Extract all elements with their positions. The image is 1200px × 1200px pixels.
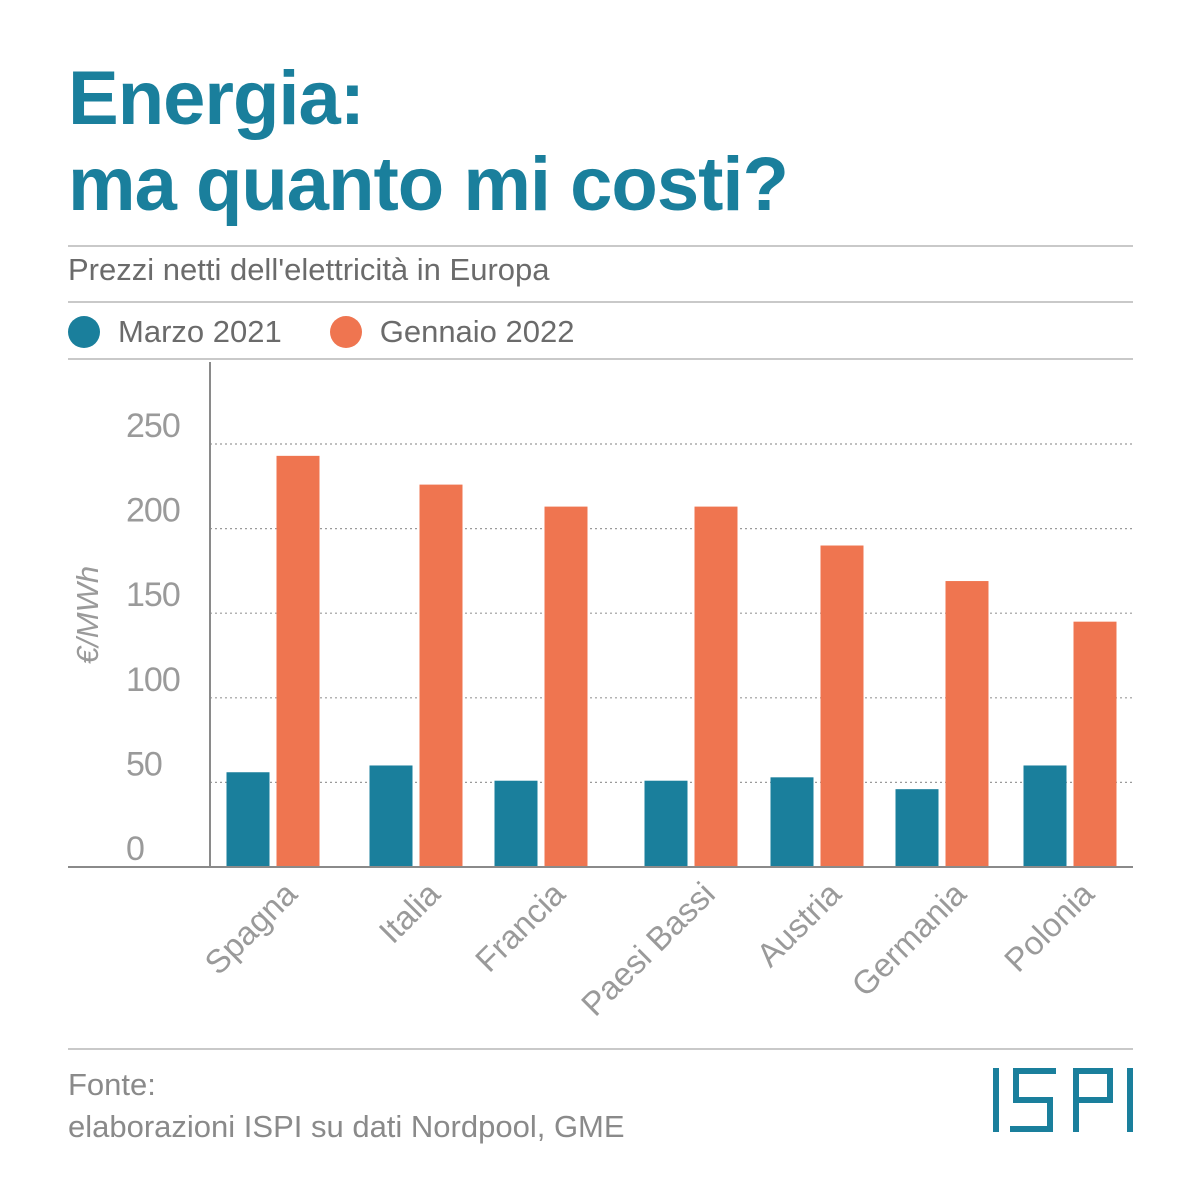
- chart-subtitle: Prezzi netti dell'elettricità in Europa: [68, 252, 550, 287]
- bar-spagna-gennaio-2022: [276, 455, 320, 867]
- legend-item-marzo-2021: Marzo 2021: [68, 314, 282, 350]
- x-tick-label-polonia: Polonia: [997, 874, 1101, 978]
- divider-middle: [68, 301, 1133, 303]
- legend-swatch-marzo-2021: [68, 316, 100, 348]
- x-tick-label-germania: Germania: [844, 874, 973, 1003]
- x-tick-label-paesi-bassi: Paesi Bassi: [574, 875, 722, 1023]
- bar-paesi-bassi-gennaio-2022: [694, 506, 738, 867]
- y-tick-label-250: 250: [126, 407, 180, 445]
- ispi-logo: [993, 1068, 1133, 1132]
- legend-swatch-gennaio-2022: [329, 316, 362, 348]
- bar-italia-marzo-2021: [369, 765, 413, 867]
- bar-italia-gennaio-2022: [419, 484, 463, 867]
- bar-spagna-marzo-2021: [226, 772, 270, 867]
- bar-polonia-gennaio-2022: [1073, 621, 1117, 867]
- x-tick-label-italia: Italia: [371, 874, 447, 950]
- x-tick-label-francia: Francia: [468, 874, 572, 978]
- source-text: elaborazioni ISPI su dati Nordpool, GME: [68, 1109, 625, 1144]
- y-axis-label: €/MWh: [70, 566, 105, 664]
- divider-legend: [68, 358, 1133, 360]
- y-tick-label-150: 150: [126, 576, 180, 614]
- legend-label-marzo-2021: Marzo 2021: [118, 314, 282, 349]
- x-tick-label-spagna: Spagna: [197, 874, 304, 981]
- source-note: Fonte: elaborazioni ISPI su dati Nordpoo…: [68, 1064, 625, 1148]
- chart-legend: Marzo 2021 Gennaio 2022: [68, 310, 623, 354]
- legend-item-gennaio-2022: Gennaio 2022: [329, 314, 575, 350]
- bar-germania-marzo-2021: [895, 789, 939, 867]
- source-label: Fonte:: [68, 1067, 156, 1102]
- title-line-2: ma quanto mi costi?: [68, 142, 789, 227]
- bar-francia-gennaio-2022: [544, 506, 588, 867]
- divider-bottom: [68, 1048, 1133, 1050]
- divider-top: [68, 245, 1133, 247]
- bar-paesi-bassi-marzo-2021: [644, 780, 688, 867]
- bar-polonia-marzo-2021: [1023, 765, 1067, 867]
- page-title: Energia: ma quanto mi costi?: [68, 56, 789, 228]
- y-tick-label-0: 0: [126, 830, 144, 868]
- title-line-1: Energia:: [68, 56, 365, 141]
- y-tick-label-50: 50: [126, 745, 162, 783]
- x-tick-label-austria: Austria: [749, 874, 848, 973]
- y-tick-label-200: 200: [126, 492, 180, 530]
- legend-label-gennaio-2022: Gennaio 2022: [379, 314, 575, 349]
- y-tick-label-100: 100: [126, 661, 180, 699]
- bar-austria-gennaio-2022: [820, 545, 864, 867]
- bar-germania-gennaio-2022: [945, 581, 989, 867]
- bar-austria-marzo-2021: [770, 777, 814, 867]
- bar-francia-marzo-2021: [494, 780, 538, 867]
